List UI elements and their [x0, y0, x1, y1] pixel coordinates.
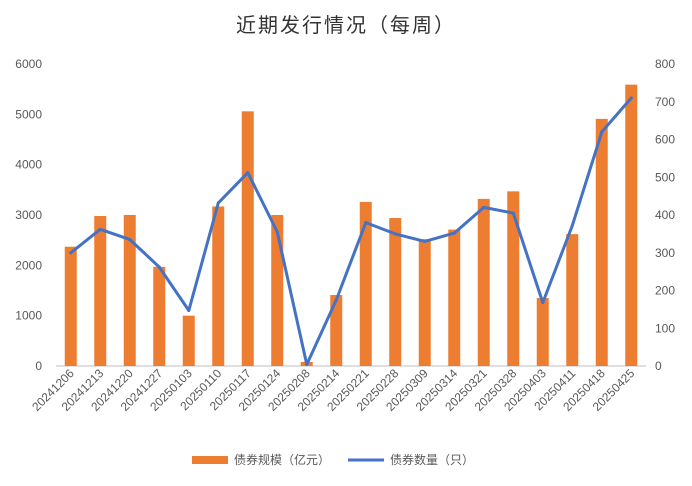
line-point-20250110	[216, 201, 220, 205]
bar-20250411	[566, 234, 579, 366]
bar-20250418	[595, 118, 608, 366]
right-y-axis: 0 100 200 300 400 500 600 700 800	[655, 57, 675, 373]
line-point-20250124	[275, 230, 279, 234]
line-point-20250103	[187, 309, 191, 313]
x-axis: 2024120620241213202412202024122720250103…	[29, 366, 637, 414]
right-y-tick-label: 600	[655, 133, 675, 147]
count-line	[69, 96, 633, 366]
bar-20250425	[625, 84, 638, 367]
left-y-tick-label: 3000	[15, 208, 42, 222]
left-y-tick-label: 5000	[15, 107, 42, 121]
line-point-20250403	[541, 301, 545, 305]
bar-20250309	[418, 239, 431, 366]
right-y-tick-label: 400	[655, 208, 675, 222]
right-y-tick-label: 500	[655, 170, 675, 184]
bar-20250228	[389, 218, 402, 366]
legend: 债券规模（亿元） 债券数量（只）	[192, 452, 474, 467]
bar-20250103	[182, 315, 195, 366]
line-point-20250208	[305, 362, 309, 366]
line-point-20250411	[570, 224, 574, 228]
bar-20241206	[64, 246, 77, 366]
line-point-20250117	[246, 171, 250, 175]
line-point-20241227	[157, 265, 161, 269]
bar-20250321	[477, 198, 490, 366]
bar-20250314	[448, 229, 461, 366]
bar-series	[64, 84, 638, 367]
line-series	[69, 96, 633, 366]
right-y-tick-label: 300	[655, 246, 675, 260]
left-y-tick-label: 2000	[15, 258, 42, 272]
line-point-20250228	[393, 232, 397, 236]
line-point-20250328	[511, 211, 515, 215]
left-y-tick-label: 6000	[15, 57, 42, 71]
left-y-tick-label: 1000	[15, 309, 42, 323]
legend-bar-swatch	[192, 456, 228, 464]
bar-20250221	[359, 201, 372, 366]
line-point-20250425	[629, 96, 633, 100]
chart-title: 近期发行情况（每周）	[236, 13, 456, 37]
legend-bar-label: 债券规模（亿元）	[234, 452, 330, 467]
line-point-20241206	[69, 251, 73, 255]
line-point-20250314	[452, 231, 456, 235]
line-point-20250214	[334, 298, 338, 302]
line-point-20250309	[423, 239, 427, 243]
bar-20241220	[123, 215, 136, 366]
left-y-axis: 0 1000 2000 3000 4000 5000 6000	[15, 57, 42, 373]
bar-20250214	[330, 295, 343, 366]
right-y-tick-label: 0	[655, 359, 662, 373]
line-point-20241220	[128, 238, 132, 242]
left-y-tick-label: 0	[35, 359, 42, 373]
left-y-tick-label: 4000	[15, 158, 42, 172]
right-y-tick-label: 800	[655, 57, 675, 71]
bar-20250328	[507, 191, 520, 366]
line-point-20250321	[482, 205, 486, 209]
bar-20241227	[153, 266, 166, 366]
bar-20250403	[536, 298, 549, 366]
bar-20250124	[271, 215, 284, 366]
right-y-tick-label: 700	[655, 95, 675, 109]
bar-20250117	[241, 111, 254, 367]
line-point-20250221	[364, 221, 368, 225]
bar-20250110	[212, 206, 225, 366]
right-y-tick-label: 200	[655, 284, 675, 298]
right-y-tick-label: 100	[655, 321, 675, 335]
line-point-20241213	[98, 227, 102, 231]
bar-20241213	[94, 216, 107, 366]
line-point-20250418	[600, 130, 604, 134]
legend-line-label: 债券数量（只）	[390, 452, 474, 467]
